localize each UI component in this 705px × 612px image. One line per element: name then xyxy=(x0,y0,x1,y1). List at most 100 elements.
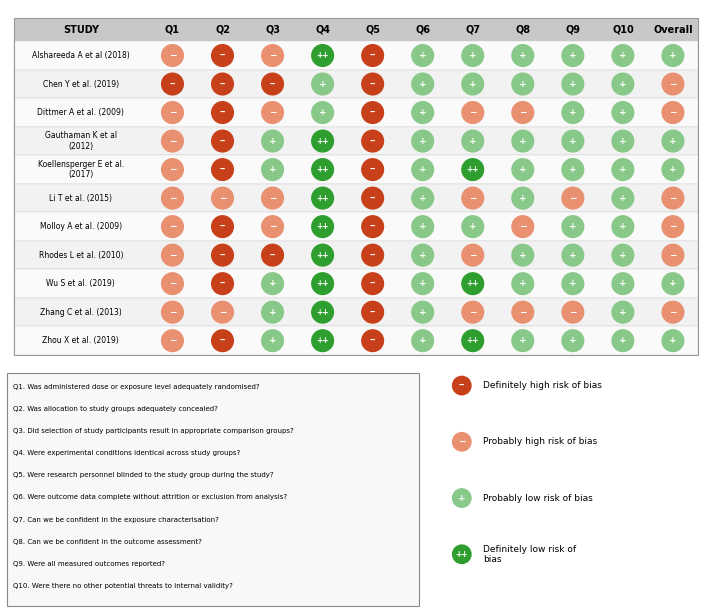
Ellipse shape xyxy=(212,159,233,181)
Ellipse shape xyxy=(512,73,534,95)
Text: ++: ++ xyxy=(317,51,329,60)
Text: --: -- xyxy=(369,165,376,174)
Text: +: + xyxy=(319,108,326,117)
Text: +: + xyxy=(619,136,627,146)
Text: +: + xyxy=(569,222,577,231)
Text: --: -- xyxy=(369,51,376,60)
FancyBboxPatch shape xyxy=(14,241,698,269)
Text: −: − xyxy=(469,308,477,316)
Ellipse shape xyxy=(662,159,684,181)
Text: --: -- xyxy=(219,51,226,60)
Ellipse shape xyxy=(212,73,233,95)
Text: +: + xyxy=(619,51,627,60)
Text: --: -- xyxy=(219,108,226,117)
Ellipse shape xyxy=(362,130,384,152)
Text: +: + xyxy=(469,222,477,231)
Text: +: + xyxy=(519,136,527,146)
Text: +: + xyxy=(569,279,577,288)
Text: −: − xyxy=(519,108,527,117)
Ellipse shape xyxy=(412,301,434,323)
Text: Zhang C et al. (2013): Zhang C et al. (2013) xyxy=(40,308,122,316)
Ellipse shape xyxy=(462,102,484,124)
Text: −: − xyxy=(168,336,176,345)
Text: +: + xyxy=(619,165,627,174)
Ellipse shape xyxy=(462,73,484,95)
Ellipse shape xyxy=(612,330,634,351)
Text: --: -- xyxy=(169,80,176,89)
Text: −: − xyxy=(669,193,677,203)
Text: --: -- xyxy=(269,80,276,89)
Ellipse shape xyxy=(412,159,434,181)
Ellipse shape xyxy=(362,301,384,323)
Ellipse shape xyxy=(462,159,484,181)
Text: +: + xyxy=(569,108,577,117)
Ellipse shape xyxy=(512,187,534,209)
Text: −: − xyxy=(168,193,176,203)
Text: ++: ++ xyxy=(467,279,479,288)
Text: Q10. Were there no other potential threats to internal validity?: Q10. Were there no other potential threa… xyxy=(13,583,233,589)
Ellipse shape xyxy=(362,73,384,95)
Text: Q8. Can we be confident in the outcome assessment?: Q8. Can we be confident in the outcome a… xyxy=(13,539,202,545)
Text: −: − xyxy=(569,308,577,316)
Ellipse shape xyxy=(161,45,183,66)
Ellipse shape xyxy=(262,273,283,294)
Ellipse shape xyxy=(453,433,471,451)
Ellipse shape xyxy=(462,216,484,237)
Ellipse shape xyxy=(462,244,484,266)
Text: --: -- xyxy=(369,279,376,288)
Text: ++: ++ xyxy=(467,165,479,174)
Text: −: − xyxy=(669,251,677,259)
Text: Q3: Q3 xyxy=(265,25,280,35)
Ellipse shape xyxy=(262,330,283,351)
Text: --: -- xyxy=(369,108,376,117)
Text: −: − xyxy=(569,193,577,203)
Text: ++: ++ xyxy=(317,308,329,316)
Text: Q1. Was administered dose or exposure level adequately randomised?: Q1. Was administered dose or exposure le… xyxy=(13,384,259,390)
Ellipse shape xyxy=(612,187,634,209)
Ellipse shape xyxy=(612,244,634,266)
Ellipse shape xyxy=(212,330,233,351)
Ellipse shape xyxy=(662,330,684,351)
Ellipse shape xyxy=(161,73,183,95)
Ellipse shape xyxy=(562,159,584,181)
Ellipse shape xyxy=(212,301,233,323)
Text: +: + xyxy=(419,222,427,231)
Text: +: + xyxy=(569,136,577,146)
Ellipse shape xyxy=(512,273,534,294)
Text: Zhou X et al. (2019): Zhou X et al. (2019) xyxy=(42,336,119,345)
Ellipse shape xyxy=(412,130,434,152)
Text: −: − xyxy=(168,165,176,174)
FancyBboxPatch shape xyxy=(14,18,698,41)
FancyBboxPatch shape xyxy=(14,70,698,99)
Text: Definitely low risk of
bias: Definitely low risk of bias xyxy=(483,545,576,564)
Text: +: + xyxy=(269,136,276,146)
Ellipse shape xyxy=(462,187,484,209)
Ellipse shape xyxy=(412,187,434,209)
Text: --: -- xyxy=(219,251,226,259)
Ellipse shape xyxy=(412,273,434,294)
FancyBboxPatch shape xyxy=(14,212,698,241)
Ellipse shape xyxy=(512,330,534,351)
Ellipse shape xyxy=(412,216,434,237)
Text: --: -- xyxy=(369,80,376,89)
Ellipse shape xyxy=(312,130,333,152)
Text: +: + xyxy=(519,193,527,203)
Text: −: − xyxy=(669,308,677,316)
Text: Q10: Q10 xyxy=(612,25,634,35)
FancyBboxPatch shape xyxy=(14,326,698,355)
Text: Q6: Q6 xyxy=(415,25,430,35)
Text: +: + xyxy=(519,165,527,174)
Text: Q2: Q2 xyxy=(215,25,230,35)
Text: Q1: Q1 xyxy=(165,25,180,35)
Text: +: + xyxy=(569,165,577,174)
Ellipse shape xyxy=(562,216,584,237)
Ellipse shape xyxy=(462,45,484,66)
Ellipse shape xyxy=(312,244,333,266)
Text: +: + xyxy=(269,279,276,288)
Ellipse shape xyxy=(362,216,384,237)
Ellipse shape xyxy=(612,102,634,124)
Ellipse shape xyxy=(412,45,434,66)
Text: −: − xyxy=(469,251,477,259)
Text: −: − xyxy=(168,308,176,316)
Text: +: + xyxy=(619,251,627,259)
